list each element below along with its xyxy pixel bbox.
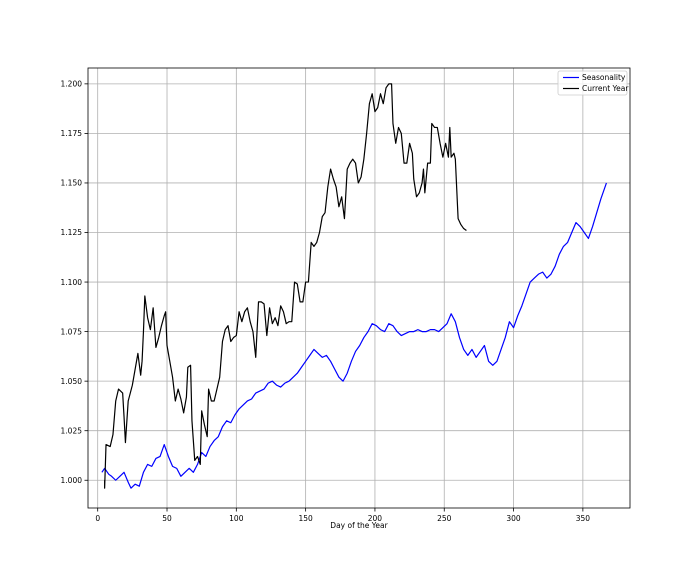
x-axis-ticks: 0 50 100 150 200 250 300 350: [95, 508, 590, 523]
series-line-seasonality: [101, 182, 607, 489]
x-tick-label: 250: [437, 514, 452, 523]
legend-label-seasonality: Seasonality: [582, 73, 626, 82]
x-tick-label: 350: [576, 514, 591, 523]
x-tick-label: 300: [506, 514, 521, 523]
y-tick-label: 1.050: [61, 377, 83, 386]
series-line-current-year: [104, 83, 467, 489]
y-tick-label: 1.125: [61, 228, 83, 237]
y-tick-label: 1.200: [61, 80, 83, 89]
y-tick-label: 1.025: [61, 426, 83, 435]
grid-lines: [88, 68, 630, 508]
y-tick-label: 1.000: [61, 476, 83, 485]
x-tick-label: 0: [95, 514, 100, 523]
legend-label-current-year: Current Year: [582, 84, 629, 93]
y-tick-label: 1.150: [61, 179, 83, 188]
y-tick-label: 1.075: [61, 327, 83, 336]
series-lines: [101, 83, 607, 489]
x-tick-label: 150: [298, 514, 313, 523]
x-axis-label: Day of the Year: [330, 521, 388, 530]
x-tick-label: 50: [162, 514, 172, 523]
legend: Seasonality Current Year: [557, 70, 629, 96]
plot-frame: [87, 67, 631, 509]
y-axis-ticks: 1.000 1.025 1.050 1.075 1.100 1.125 1.150 1.175…: [61, 80, 88, 485]
x-tick-label: 200: [368, 514, 383, 523]
y-tick-label: 1.175: [61, 129, 83, 138]
x-tick-label: 100: [229, 514, 244, 523]
y-tick-label: 1.100: [61, 278, 83, 287]
